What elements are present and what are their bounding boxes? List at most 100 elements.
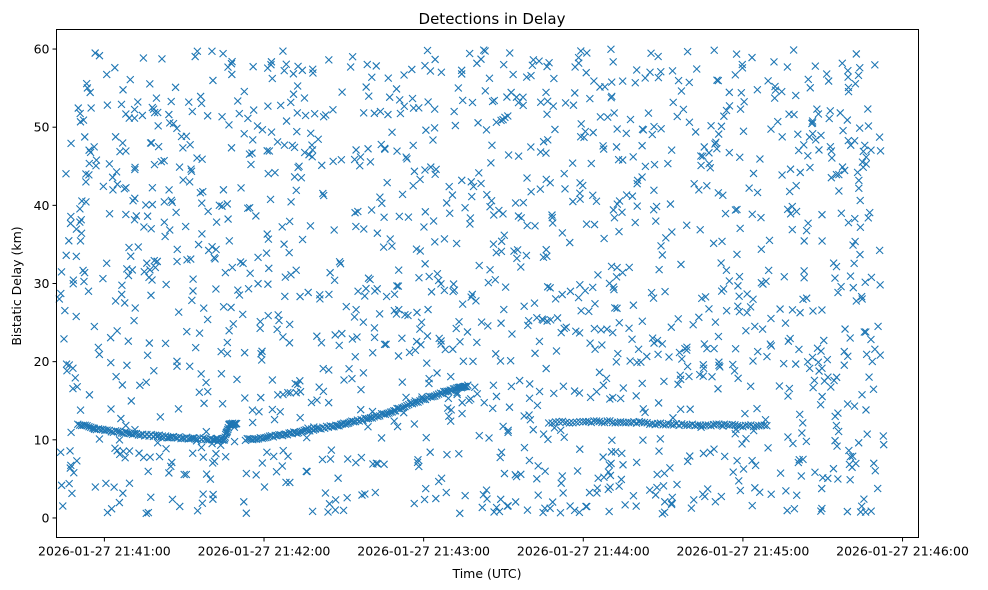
data-point <box>843 66 852 75</box>
data-point <box>629 491 638 500</box>
data-point <box>856 250 864 259</box>
data-point <box>750 322 759 331</box>
data-point <box>486 158 495 167</box>
data-point <box>551 125 559 134</box>
data-point <box>741 409 749 418</box>
data-point <box>401 402 409 411</box>
data-point <box>199 304 208 313</box>
data-point <box>576 47 585 55</box>
data-point <box>543 136 552 144</box>
data-point <box>461 203 469 212</box>
data-point <box>848 452 857 461</box>
data-point <box>63 366 71 375</box>
data-point <box>444 412 453 421</box>
data-point <box>414 462 423 471</box>
data-point <box>455 317 463 326</box>
data-point <box>780 272 789 281</box>
data-point <box>694 185 703 194</box>
data-point <box>458 96 467 105</box>
data-point <box>659 482 668 490</box>
data-point <box>749 357 757 365</box>
data-point <box>731 70 740 79</box>
data-point <box>691 128 700 136</box>
data-point <box>233 375 241 384</box>
data-point <box>796 168 805 177</box>
data-point <box>326 268 334 277</box>
data-point <box>777 87 786 96</box>
data-point <box>732 50 741 58</box>
data-point <box>105 209 114 218</box>
data-point <box>115 498 124 507</box>
data-point <box>369 460 377 468</box>
data-point <box>350 313 359 321</box>
data-point <box>783 63 792 71</box>
data-point <box>879 432 888 440</box>
data-point <box>803 151 812 160</box>
data-point <box>633 179 642 188</box>
data-point <box>539 508 547 517</box>
data-point <box>725 88 734 97</box>
data-point <box>542 252 551 261</box>
data-point <box>488 141 496 150</box>
data-point <box>95 435 104 443</box>
data-point <box>799 141 808 149</box>
data-point <box>871 466 880 475</box>
data-point <box>873 484 882 493</box>
x-tick-label: 2026-01-27 21:41:00 <box>38 544 171 559</box>
data-point <box>689 495 698 504</box>
data-point <box>382 340 390 349</box>
data-point <box>351 352 360 361</box>
data-point <box>496 453 505 462</box>
data-point <box>331 496 340 504</box>
data-point <box>746 382 755 391</box>
data-point <box>302 467 311 476</box>
data-point <box>285 478 294 487</box>
data-point <box>717 122 726 131</box>
data-point <box>618 208 626 217</box>
data-point <box>736 224 745 233</box>
data-point <box>319 112 328 121</box>
data-point <box>312 332 321 341</box>
data-point <box>316 294 324 303</box>
data-point <box>499 305 508 314</box>
data-point <box>862 153 871 162</box>
data-point <box>223 349 232 358</box>
data-point <box>738 439 746 448</box>
data-point <box>362 83 371 91</box>
data-point <box>591 345 599 354</box>
data-point <box>304 288 313 297</box>
data-point <box>569 101 578 110</box>
data-point <box>396 109 405 118</box>
data-point <box>193 154 201 162</box>
data-point <box>824 77 833 85</box>
data-point <box>404 213 413 222</box>
data-point <box>719 112 728 121</box>
data-point <box>714 384 722 393</box>
data-point <box>245 203 254 212</box>
data-point <box>596 112 605 121</box>
data-point <box>668 66 677 75</box>
data-point <box>529 425 538 434</box>
data-point <box>302 433 311 442</box>
data-point <box>195 329 204 338</box>
data-point <box>240 129 249 138</box>
data-point <box>133 98 142 106</box>
data-point <box>734 374 743 383</box>
data-point <box>523 221 532 230</box>
data-point <box>800 267 809 275</box>
data-point <box>532 474 541 483</box>
data-point <box>69 468 78 477</box>
data-point <box>118 381 127 389</box>
data-point <box>248 135 257 144</box>
data-point <box>613 304 621 313</box>
data-point <box>639 125 648 134</box>
data-point <box>412 337 421 346</box>
data-point <box>514 152 523 161</box>
data-point <box>576 195 585 203</box>
data-point <box>229 320 238 328</box>
data-point <box>212 285 220 293</box>
data-point <box>619 460 627 469</box>
data-point <box>143 351 152 360</box>
data-point <box>773 117 782 126</box>
data-point <box>641 74 650 82</box>
